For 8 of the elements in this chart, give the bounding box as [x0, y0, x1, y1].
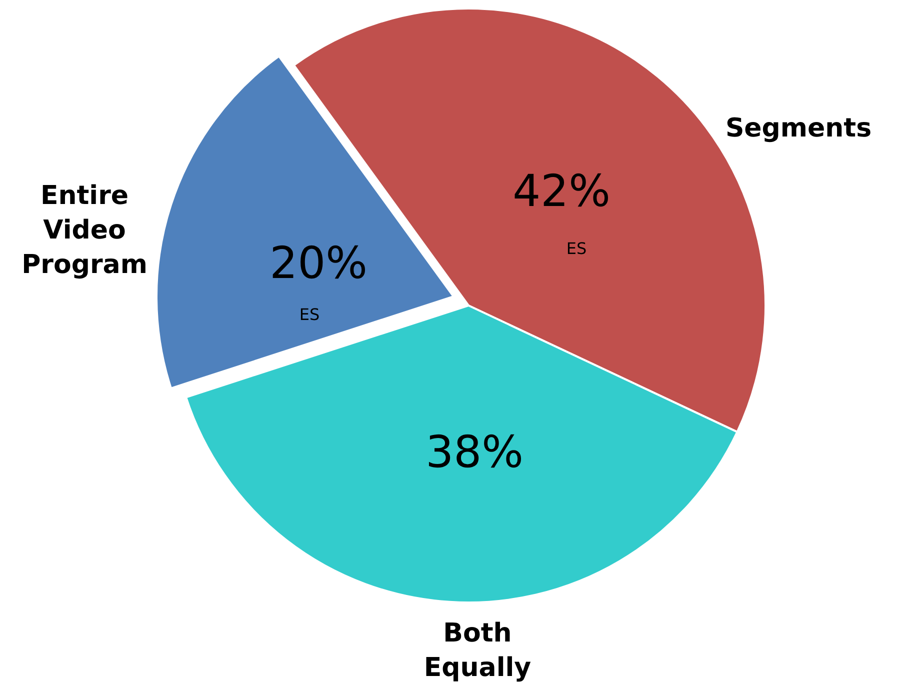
data-label: 20% [270, 238, 368, 289]
data-label: 42% [512, 166, 610, 217]
data-label: 38% [426, 427, 524, 478]
slice-label: Entire Video Program [22, 181, 148, 280]
text: ES [566, 239, 587, 258]
slice-label: Segments [725, 114, 872, 144]
text: ES [299, 305, 320, 324]
slice-label: Both Equally [424, 618, 532, 683]
